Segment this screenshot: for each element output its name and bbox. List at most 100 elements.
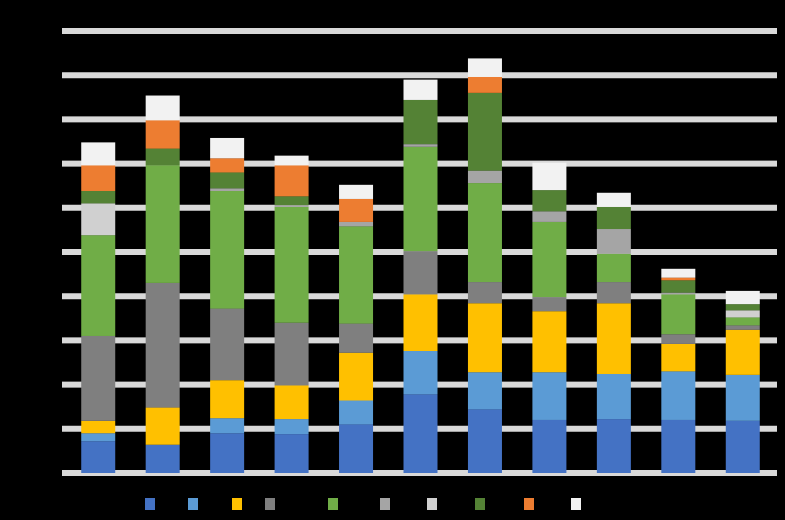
legend-swatch <box>571 498 581 510</box>
bar-segment <box>661 280 696 293</box>
bar-segment <box>467 76 502 93</box>
bar-segment <box>210 137 245 159</box>
bar-segment <box>81 203 116 236</box>
bar-segment <box>661 371 696 420</box>
bar-segment <box>210 433 245 473</box>
bar-segment <box>467 303 502 373</box>
bar-segment <box>339 221 374 227</box>
bar-segment <box>467 183 502 283</box>
bar-segment <box>661 277 696 281</box>
bar-segment <box>725 374 760 421</box>
bar-segment <box>403 294 438 352</box>
legend-swatch <box>188 498 198 510</box>
bar-segment <box>467 170 502 184</box>
bar-segment <box>467 282 502 304</box>
bar-segment <box>403 144 438 147</box>
bar-segment <box>274 206 309 323</box>
bar-segment <box>145 444 180 473</box>
bar-segment <box>274 322 309 386</box>
bar-segment <box>274 155 309 166</box>
bar-segment <box>274 434 309 473</box>
bar-segment <box>339 226 374 324</box>
bar-segment <box>210 380 245 419</box>
bar-segment <box>81 420 116 434</box>
bar-segment <box>532 211 567 222</box>
bar-segment <box>596 253 631 283</box>
bar-segment <box>596 373 631 420</box>
bar-segment <box>274 205 309 207</box>
legend-swatch <box>328 498 338 510</box>
bar-segment <box>145 120 180 149</box>
bar-segment <box>725 420 760 473</box>
bar-segment <box>725 290 760 305</box>
bar-segment <box>81 235 116 336</box>
bar-segment <box>339 424 374 473</box>
bar-segment <box>210 188 245 192</box>
bar-segment <box>403 351 438 395</box>
bar-segment <box>596 282 631 304</box>
bar-segment <box>532 297 567 312</box>
bar-segment <box>145 148 180 166</box>
bar-segment <box>725 317 760 326</box>
bar-segment <box>145 407 180 445</box>
bar-segment <box>339 323 374 353</box>
bar-segment <box>403 146 438 252</box>
bar-segment <box>274 165 309 197</box>
bar-segment <box>81 335 116 421</box>
bar-segment <box>339 198 374 222</box>
legend-swatch <box>380 498 390 510</box>
bar-segment <box>532 162 567 191</box>
legend-swatch <box>265 498 275 510</box>
bar-segment <box>403 99 438 145</box>
bar-segment <box>81 433 116 442</box>
bar-segment <box>661 268 696 278</box>
bar-segment <box>596 229 631 254</box>
legend-swatch <box>524 498 534 510</box>
bar-segment <box>661 292 696 295</box>
bar-segment <box>725 310 760 318</box>
bar-segment <box>145 95 180 121</box>
bar-segment <box>661 294 696 335</box>
bar-segment <box>339 400 374 425</box>
bar-segment <box>403 251 438 295</box>
bar-segment <box>81 191 116 204</box>
bar-segment <box>725 304 760 311</box>
bar-segment <box>725 325 760 330</box>
bar-segment <box>661 334 696 344</box>
bar-segment <box>274 196 309 206</box>
bar-segment <box>81 165 116 192</box>
bar-segment <box>403 394 438 473</box>
bar-segment <box>274 385 309 420</box>
bar-segment <box>145 282 180 408</box>
legend-swatch <box>232 498 242 510</box>
bar-segment <box>81 142 116 166</box>
bar-segment <box>467 58 502 77</box>
bar-segment <box>467 92 502 171</box>
bar-segment <box>467 409 502 473</box>
bar-segment <box>210 172 245 189</box>
legend-swatch <box>475 498 485 510</box>
bar-segment <box>596 303 631 374</box>
bar-segment <box>532 372 567 420</box>
bar-segment <box>661 343 696 372</box>
bar-segment <box>210 158 245 173</box>
bar-segment <box>339 352 374 401</box>
legend-swatch <box>427 498 437 510</box>
bar-segment <box>274 419 309 435</box>
bar-segment <box>532 190 567 212</box>
bar-segment <box>661 419 696 473</box>
bar-segment <box>725 329 760 375</box>
bar-segment <box>210 308 245 381</box>
bar-segment <box>596 206 631 230</box>
bar-segment <box>532 311 567 373</box>
bar-segment <box>532 419 567 473</box>
bar-segment <box>532 221 567 298</box>
bar-segment <box>339 184 374 199</box>
bar-segment <box>81 441 116 473</box>
legend-swatch <box>145 498 155 510</box>
bar-segment <box>210 418 245 434</box>
bar-segment <box>596 192 631 207</box>
